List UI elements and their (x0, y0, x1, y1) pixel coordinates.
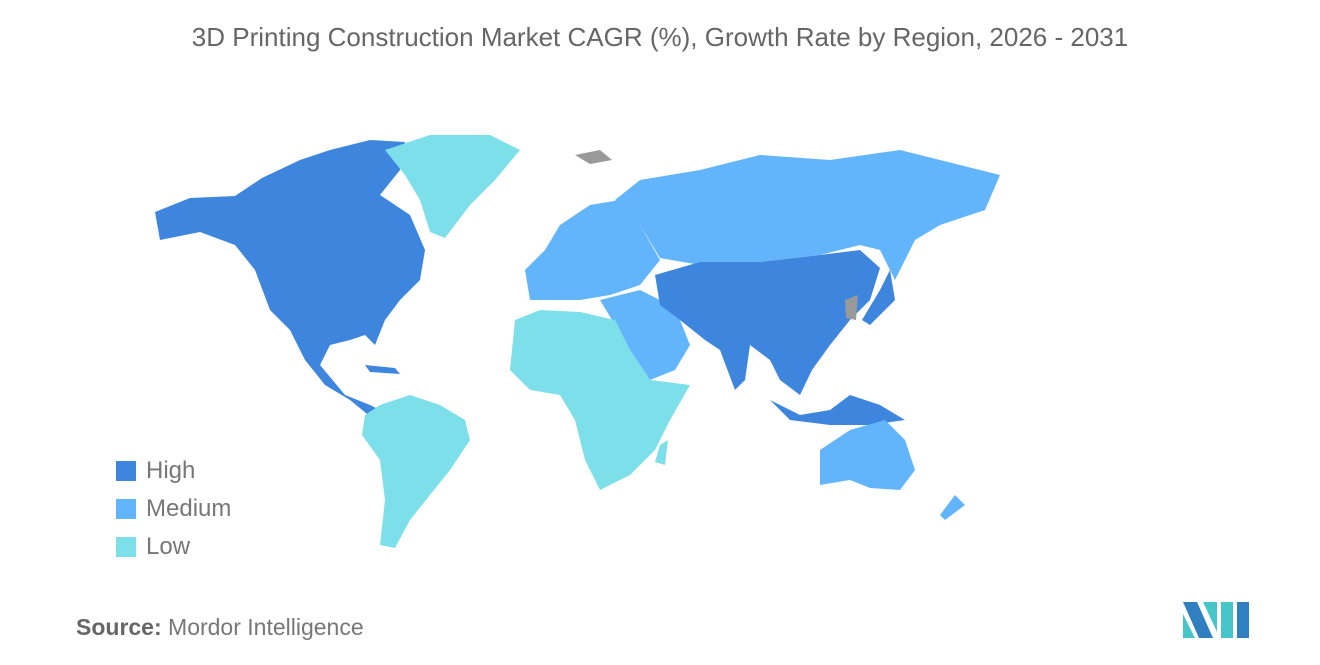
japan (862, 270, 895, 325)
source-note: Source: Mordor Intelligence (76, 614, 364, 641)
middle-east (600, 290, 690, 380)
new-zealand (940, 495, 965, 520)
legend-label: Medium (146, 495, 232, 522)
legend-label: High (146, 457, 196, 484)
africa (510, 310, 690, 490)
svalbard (575, 150, 612, 164)
europe (525, 200, 660, 300)
source-label: Source: (76, 614, 162, 640)
australia (820, 420, 915, 490)
chart-title: 3D Printing Construction Market CAGR (%)… (191, 22, 1129, 52)
caribbean (365, 365, 400, 374)
legend-item-high: High (116, 452, 231, 490)
madagascar (655, 440, 668, 465)
legend-swatch (116, 499, 136, 519)
north-america (155, 140, 425, 418)
legend-swatch (116, 537, 136, 557)
asia-high (655, 250, 880, 395)
korea (845, 295, 858, 320)
legend-label: Low (146, 533, 191, 560)
mordor-intelligence-logo (1183, 602, 1249, 638)
source-value: Mordor Intelligence (168, 614, 364, 640)
indonesia (770, 395, 905, 425)
legend-swatch (116, 461, 136, 481)
south-america (362, 395, 470, 548)
russia (615, 150, 1000, 280)
legend-item-low: Low (116, 528, 231, 566)
legend-item-medium: Medium (116, 490, 231, 528)
greenland (385, 135, 520, 238)
legend: High Medium Low (116, 452, 231, 566)
